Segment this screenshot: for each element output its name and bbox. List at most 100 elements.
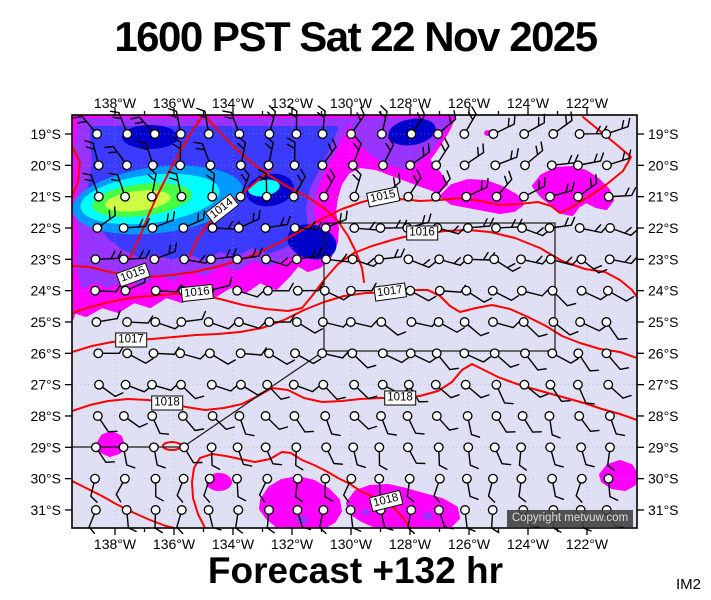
wind-barb [90, 482, 98, 503]
station-circle [434, 285, 445, 296]
station-circle [431, 160, 442, 171]
wind-barb [238, 450, 253, 467]
wind-barb [386, 354, 410, 364]
wind-barb [378, 450, 388, 471]
wind-barb [272, 354, 296, 365]
wind-barb [518, 450, 527, 471]
lat-label-right: 26°S [648, 345, 679, 361]
station-circle [488, 317, 498, 327]
wind-barb [496, 114, 516, 133]
station-circle [93, 191, 104, 202]
lat-label-left: 22°S [30, 220, 61, 236]
wind-barb [266, 450, 283, 466]
wind-barb [524, 418, 542, 433]
station-circle [319, 285, 330, 296]
station-circle [262, 285, 273, 296]
station-circle [601, 160, 612, 171]
station-circle [347, 160, 358, 171]
isobar-label-1018: 1018 [151, 395, 183, 411]
station-circle [462, 411, 473, 421]
station-circle [345, 317, 356, 327]
tick-layer [65, 108, 644, 535]
wind-barb [154, 450, 166, 469]
station-circle [150, 473, 161, 484]
station-circle [374, 254, 385, 265]
wind-barb [206, 168, 216, 194]
wind-barb [553, 216, 576, 229]
station-circle [402, 411, 413, 421]
lat-label-left: 23°S [30, 251, 61, 267]
station-circle [320, 223, 331, 233]
station-circle [291, 317, 302, 327]
lat-label-right: 20°S [648, 157, 679, 173]
station-circle [232, 473, 242, 484]
station-circle [487, 505, 498, 515]
wind-barb [243, 386, 267, 396]
wind-barb [555, 354, 579, 364]
station-circle [264, 505, 274, 515]
station-circle [233, 317, 244, 327]
station-circle [122, 317, 133, 327]
station-circle [147, 379, 157, 390]
wind-barb [437, 170, 451, 194]
wind-barb [608, 355, 630, 370]
station-circle [433, 317, 444, 327]
wind-barb [240, 247, 263, 260]
station-circle [203, 505, 214, 515]
station-circle [573, 191, 584, 202]
lon-label-top: 132°W [271, 95, 314, 111]
lat-label-right: 27°S [648, 377, 679, 393]
isobar-line-1014 [129, 116, 203, 259]
lat-label-left: 29°S [30, 439, 61, 455]
wind-barb [467, 354, 491, 363]
wind-barb [212, 322, 236, 330]
lon-label-bottom: 138°W [94, 536, 137, 552]
station-circle [317, 129, 328, 139]
lon-label-bottom: 132°W [271, 536, 314, 552]
station-circle [347, 348, 358, 359]
station-circle [122, 348, 133, 359]
station-circle [516, 285, 527, 296]
station-circle [122, 129, 133, 139]
station-circle [232, 254, 243, 265]
station-circle [403, 254, 414, 265]
wind-barb [610, 149, 632, 165]
station-circle [150, 505, 161, 515]
station-circle [346, 129, 357, 139]
station-circle [518, 191, 529, 202]
station-circle [574, 223, 585, 233]
station-circle [603, 379, 614, 390]
precip-core [248, 179, 280, 197]
station-circle [489, 442, 500, 453]
wind-barb [172, 137, 182, 162]
wind-barb [244, 347, 267, 356]
wind-barb [258, 168, 268, 194]
station-circle [288, 379, 299, 390]
wind-barb [286, 137, 296, 162]
station-circle [460, 379, 471, 390]
wind-barb [575, 482, 583, 503]
chart-title: 1600 PST Sat 22 Nov 2025 [114, 13, 598, 60]
wind-barb [99, 250, 123, 260]
wind-barb [613, 255, 638, 265]
station-circle [150, 317, 161, 327]
station-circle [605, 223, 616, 233]
station-circle [203, 129, 214, 139]
station-circle [605, 442, 615, 453]
lat-label-right: 25°S [648, 314, 679, 330]
station-circle [463, 254, 473, 265]
station-circle [261, 191, 272, 202]
station-circle [289, 223, 300, 233]
lat-label-right: 19°S [648, 126, 679, 142]
station-circle [434, 254, 445, 265]
station-circle [118, 254, 129, 265]
station-circle [177, 411, 188, 421]
wind-barb [328, 291, 352, 301]
station-circle [118, 442, 129, 453]
station-circle [545, 379, 556, 390]
station-circle [545, 254, 556, 265]
wind-barb [469, 177, 489, 196]
wind-barb [240, 290, 265, 298]
station-circle [263, 160, 274, 171]
lat-label-left: 26°S [30, 345, 61, 361]
